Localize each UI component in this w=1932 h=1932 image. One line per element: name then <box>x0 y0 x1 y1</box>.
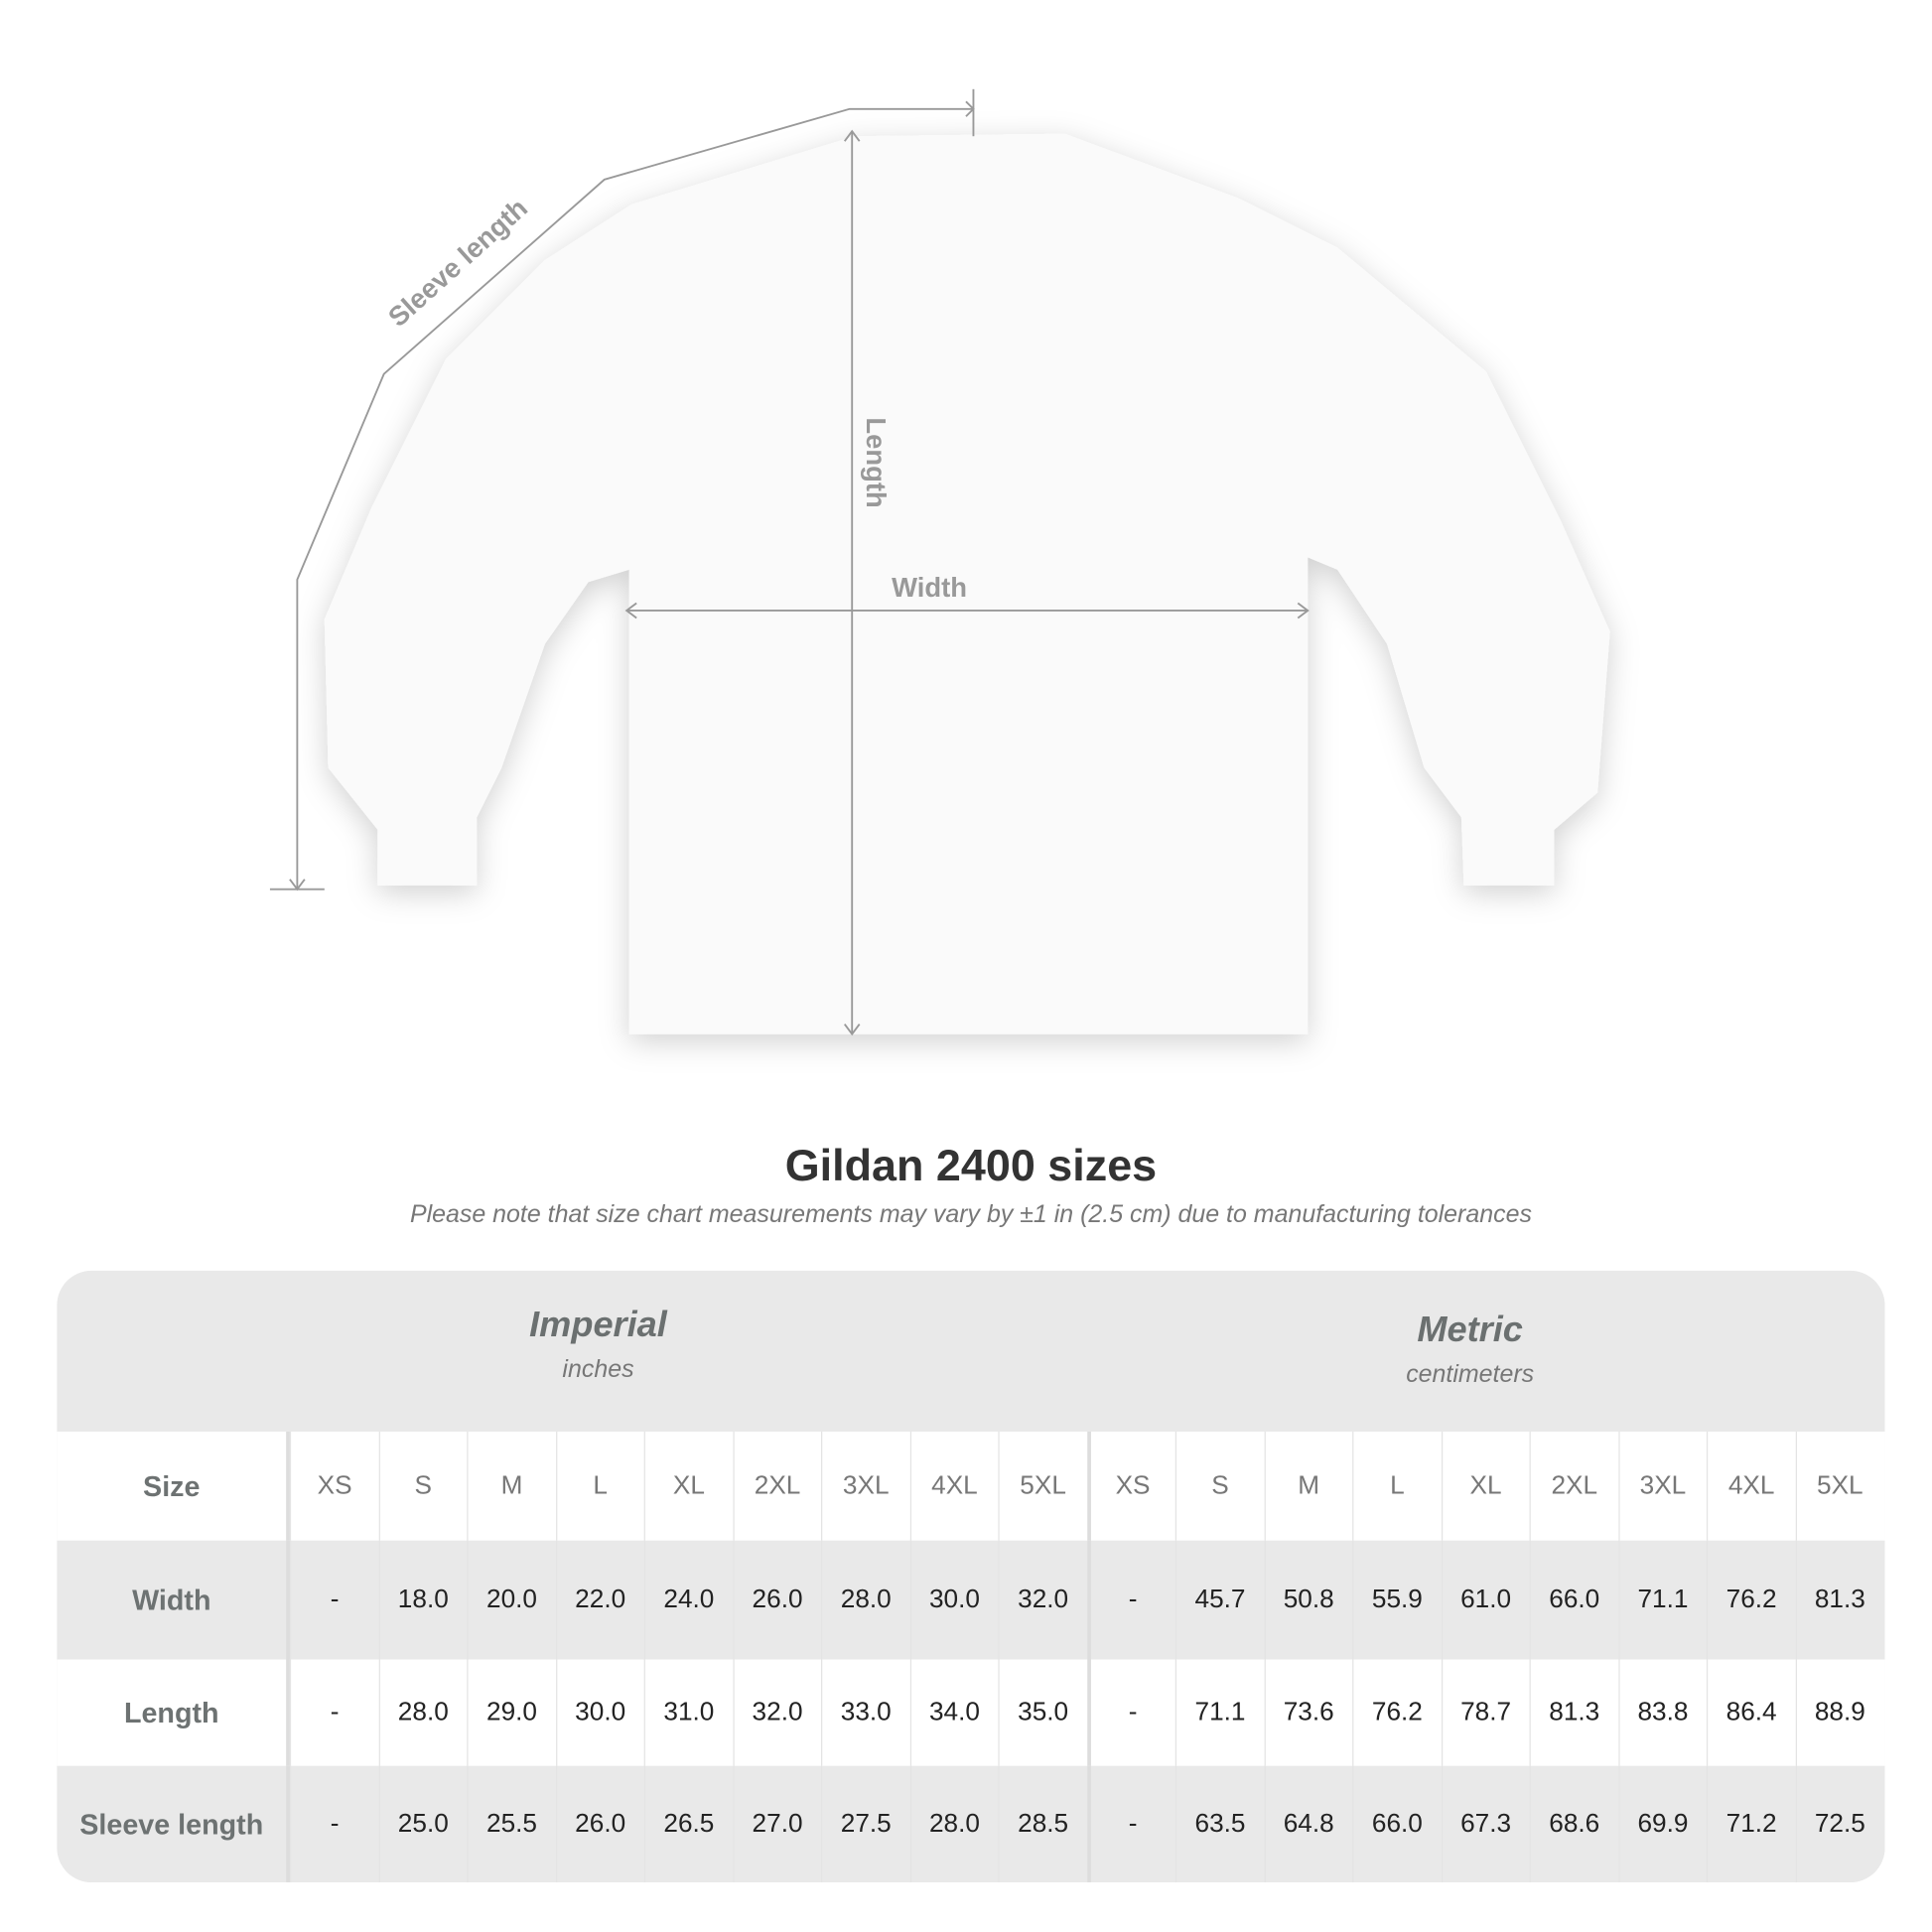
size-header-cell: 3XL <box>1617 1431 1707 1541</box>
width-label: Width <box>892 572 967 603</box>
table-cell: 86.4 <box>1706 1659 1795 1766</box>
table-cell: 24.0 <box>643 1540 733 1660</box>
table-cell: - <box>1086 1659 1175 1766</box>
table-cell: 81.3 <box>1795 1540 1883 1660</box>
size-header-cell: L <box>1352 1431 1441 1541</box>
table-cell: 71.1 <box>1617 1540 1707 1660</box>
table-cell: 78.7 <box>1441 1659 1529 1766</box>
table-cell: 30.0 <box>909 1540 998 1660</box>
table-cell: 55.9 <box>1352 1540 1441 1660</box>
table-cell: 73.6 <box>1263 1659 1352 1766</box>
table-cell: 25.0 <box>378 1765 467 1883</box>
table-row: Length -28.0 29.0 30.0 31.0 32.0 33.0 34.0 35.0-… <box>57 1659 1885 1766</box>
tolerance-note: Please note that size chart measurements… <box>409 1200 1532 1229</box>
table-cell: 81.3 <box>1529 1659 1618 1766</box>
shirt-diagram: Sleeve length Length Width <box>269 88 1610 1036</box>
system-unit: centimeters <box>1406 1360 1535 1389</box>
table-cell: 27.5 <box>821 1765 909 1883</box>
size-header-cell: 4XL <box>1706 1431 1795 1541</box>
table-cell: - <box>289 1765 378 1883</box>
shirt-illustration <box>324 133 1610 1035</box>
table-cell: 28.0 <box>378 1659 467 1766</box>
length-label: Length <box>861 417 892 507</box>
table-cell: 27.0 <box>732 1765 821 1883</box>
size-header-cell: XS <box>1086 1431 1175 1541</box>
size-header-cell: 4XL <box>909 1431 998 1541</box>
table-cell: 26.0 <box>555 1765 643 1883</box>
table-cell: 25.5 <box>467 1765 555 1883</box>
table-cell: 26.5 <box>643 1765 733 1883</box>
size-header-label: Size <box>57 1431 290 1541</box>
table-cell: 20.0 <box>467 1540 555 1660</box>
table-cell: 68.6 <box>1529 1765 1618 1883</box>
size-header-cell: L <box>555 1431 643 1541</box>
table-cell: 30.0 <box>555 1659 643 1766</box>
table-cell: 71.1 <box>1174 1659 1264 1766</box>
system-name: Metric <box>1417 1310 1523 1350</box>
table-cell: 45.7 <box>1174 1540 1264 1660</box>
table-cell: 32.0 <box>998 1540 1086 1660</box>
size-header-cell: XL <box>1441 1431 1529 1541</box>
table-cell: 18.0 <box>378 1540 467 1660</box>
row-label: Width <box>57 1540 290 1660</box>
table-cell: 50.8 <box>1263 1540 1352 1660</box>
table-cell: 66.0 <box>1529 1540 1618 1660</box>
table-cell: 61.0 <box>1441 1540 1529 1660</box>
table-row: Sleeve length -25.0 25.5 26.0 26.5 27.0 27.5 28… <box>57 1765 1885 1883</box>
table-cell: 88.9 <box>1795 1659 1883 1766</box>
table-row: Width -18.0 20.0 22.0 24.0 26.0 28.0 30.0 32.0-4… <box>57 1540 1885 1660</box>
size-header-cell: XS <box>289 1431 378 1541</box>
table-cell: 28.0 <box>909 1765 998 1883</box>
table-cell: 31.0 <box>643 1659 733 1766</box>
measure-lines <box>269 88 1310 1036</box>
table-cell: 76.2 <box>1352 1659 1441 1766</box>
table-cell: 28.0 <box>821 1540 909 1660</box>
size-header-cell: 5XL <box>998 1431 1086 1541</box>
table-cell: 32.0 <box>732 1659 821 1766</box>
size-header-row: Size XS S M L XL 2XL 3XL 4XL 5XL XS S M L XL 2XL 3XL 4XL 5… <box>57 1431 1885 1541</box>
table-cell: 33.0 <box>821 1659 909 1766</box>
metric-header: Metric centimeters <box>1288 1311 1652 1390</box>
size-header-cell: 2XL <box>732 1431 821 1541</box>
imperial-header: Imperial inches <box>416 1306 780 1385</box>
size-header-cell: 3XL <box>821 1431 909 1541</box>
table-cell: 72.5 <box>1795 1765 1883 1883</box>
table-cell: 29.0 <box>467 1659 555 1766</box>
size-header-cell: M <box>1263 1431 1352 1541</box>
table-cell: - <box>1086 1765 1175 1883</box>
table-cell: 35.0 <box>998 1659 1086 1766</box>
size-header-cell: 2XL <box>1529 1431 1618 1541</box>
row-label: Sleeve length <box>57 1765 290 1883</box>
size-table: Imperial inches Metric centimeters Size X… <box>57 1270 1885 1883</box>
table-cell: 63.5 <box>1174 1765 1264 1883</box>
table-cell: 67.3 <box>1441 1765 1529 1883</box>
size-header-cell: S <box>378 1431 467 1541</box>
table-cell: 71.2 <box>1706 1765 1795 1883</box>
chart-title: Gildan 2400 sizes <box>784 1139 1158 1190</box>
size-header-cell: 5XL <box>1795 1431 1883 1541</box>
table-cell: 69.9 <box>1617 1765 1707 1883</box>
table-cell: - <box>289 1659 378 1766</box>
size-header-cell: XL <box>643 1431 733 1541</box>
table-cell: 83.8 <box>1617 1659 1707 1766</box>
size-header-cell: M <box>467 1431 555 1541</box>
table-cell: - <box>289 1540 378 1660</box>
table-cell: - <box>1086 1540 1175 1660</box>
row-label: Length <box>57 1659 290 1766</box>
size-header-cell: S <box>1174 1431 1264 1541</box>
table-cell: 26.0 <box>732 1540 821 1660</box>
table-cell: 76.2 <box>1706 1540 1795 1660</box>
table-cell: 34.0 <box>909 1659 998 1766</box>
table-cell: 22.0 <box>555 1540 643 1660</box>
table-cell: 64.8 <box>1263 1765 1352 1883</box>
table-cell: 66.0 <box>1352 1765 1441 1883</box>
table-cell: 28.5 <box>998 1765 1086 1883</box>
system-unit: inches <box>562 1355 634 1384</box>
system-name: Imperial <box>529 1305 667 1345</box>
